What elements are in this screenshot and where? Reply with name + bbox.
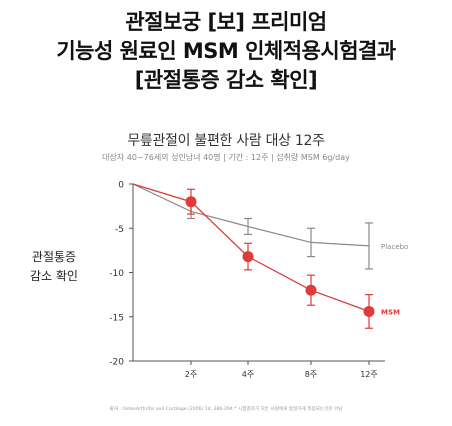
series-line-placebo xyxy=(132,183,370,247)
header-line-3: [관절통증 감소 확인] xyxy=(134,68,318,92)
x-tick-label: 4주 xyxy=(242,370,254,379)
series-line-msm xyxy=(132,183,370,313)
y-tick-label: -15 xyxy=(109,313,124,323)
data-point-msm xyxy=(363,305,375,317)
chart-subtitle: 대상자 40~76세의 성인남녀 40명 | 기간 : 12주 | 섭취량 MS… xyxy=(102,153,350,162)
header-line-2: 기능성 원료인 MSM 인체적용시험결과 xyxy=(56,39,396,63)
header: 관절보궁 [보] 프리미엄 기능성 원료인 MSM 인체적용시험결과 [관절통증… xyxy=(0,8,452,95)
y-tick-label: -5 xyxy=(115,225,124,235)
side-label-line-2: 감소 확인 xyxy=(30,269,78,283)
header-line-1: 관절보궁 [보] 프리미엄 xyxy=(125,10,327,34)
data-point-msm xyxy=(305,284,317,296)
data-point-msm xyxy=(242,251,254,263)
data-point-msm xyxy=(185,196,197,208)
source-note: 출처 : OsteoArthritis and Cartilage (2006)… xyxy=(109,407,343,412)
x-tick-label: 12주 xyxy=(360,370,378,379)
x-tick-label: 2주 xyxy=(185,370,197,379)
series-label-msm: MSM xyxy=(381,308,400,316)
y-tick-label: -20 xyxy=(109,358,124,368)
chart-title: 무릎관절이 불편한 사람 대상 12주 xyxy=(127,133,325,149)
side-label-line-1: 관절통증 xyxy=(31,250,77,264)
y-tick-label: 0 xyxy=(118,181,124,191)
x-tick-label: 8주 xyxy=(305,370,317,379)
series-label-placebo: Placebo xyxy=(381,243,408,251)
side-label: 관절통증 감소 확인 xyxy=(14,248,94,286)
y-tick-label: -10 xyxy=(109,269,124,279)
